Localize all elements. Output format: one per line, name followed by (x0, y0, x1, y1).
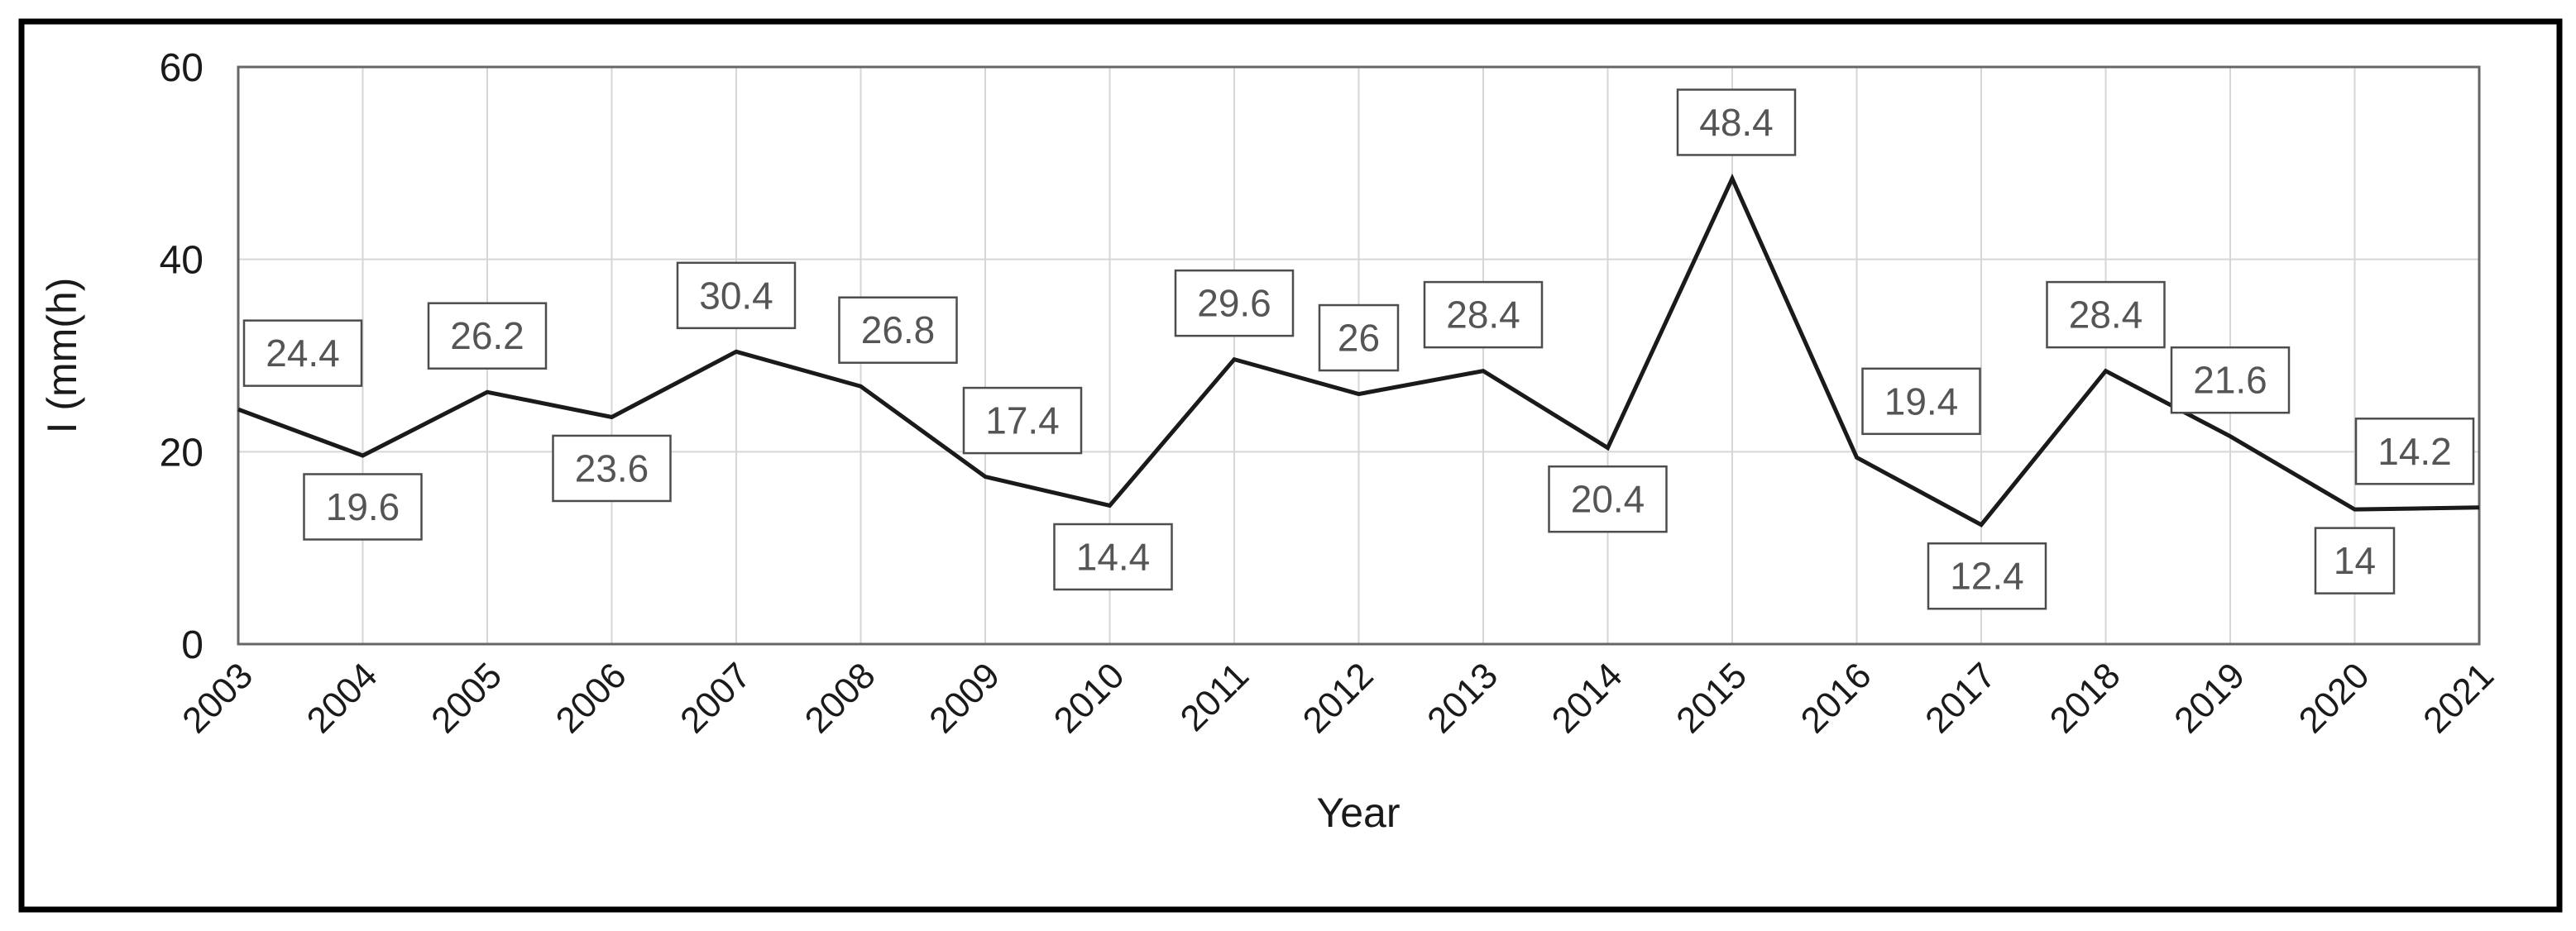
plot-area-border (237, 65, 2481, 646)
x-axis-title: Year (1316, 790, 1400, 836)
data-label-box (2354, 418, 2475, 485)
data-label: 26.2 (427, 302, 548, 370)
data-label-value: 19.6 (326, 485, 400, 528)
data-label-value: 14 (2334, 539, 2376, 582)
data-label-value: 26.2 (450, 314, 524, 357)
data-label-boxes: 24.4 19.6 26.2 23.6 30.4 26.8 17.4 14.4 29.6 26 28… (242, 88, 2475, 610)
data-label: 19.4 (1861, 367, 1981, 436)
data-label-box (838, 296, 958, 364)
data-label: 28.4 (1423, 280, 1544, 349)
data-label: 30.4 (676, 261, 797, 330)
data-label: 24.4 (242, 319, 363, 387)
data-label-box (1548, 465, 1668, 533)
y-tick-label: 0 (181, 623, 203, 667)
data-label-value: 30.4 (699, 274, 773, 317)
data-label-value: 14.4 (1076, 535, 1151, 578)
data-label: 14 (2314, 527, 2396, 594)
data-label-value: 28.4 (1446, 294, 1520, 337)
data-label-value: 29.6 (1197, 282, 1271, 325)
data-label: 48.4 (1676, 88, 1797, 156)
data-label: 14.4 (1053, 523, 1173, 591)
data-label: 17.4 (962, 386, 1083, 455)
data-label: 20.4 (1548, 465, 1668, 533)
data-label-box (1318, 303, 1400, 372)
data-label-box (1053, 523, 1173, 591)
data-label-box (242, 319, 363, 387)
data-label: 21.6 (2170, 346, 2291, 414)
data-label-box (1423, 280, 1544, 349)
data-label-box (1927, 542, 2047, 610)
data-label: 12.4 (1927, 542, 2047, 610)
y-tick-label: 40 (160, 239, 203, 283)
data-label: 29.6 (1174, 269, 1295, 337)
data-label-box (1861, 367, 1981, 436)
data-label-value: 21.6 (2193, 359, 2267, 402)
data-label: 14.2 (2354, 418, 2475, 485)
data-label-box (1676, 88, 1797, 156)
data-label-value: 48.4 (1699, 101, 1774, 144)
data-label-value: 24.4 (266, 332, 340, 375)
data-label-value: 19.4 (1884, 380, 1959, 423)
data-label-value: 14.2 (2377, 430, 2452, 473)
data-label: 19.6 (303, 473, 423, 541)
data-label-value: 28.4 (2069, 294, 2143, 337)
data-label-box (1174, 269, 1295, 337)
data-label-box (962, 386, 1083, 455)
data-label-value: 26.8 (861, 308, 936, 351)
data-label-value: 20.4 (1571, 478, 1645, 521)
data-label-value: 23.6 (575, 446, 649, 489)
data-label-box (676, 261, 797, 330)
data-label: 26.8 (838, 296, 958, 364)
data-label-box (552, 434, 672, 503)
data-label-box (2314, 527, 2396, 594)
outer-frame-border (18, 18, 2563, 913)
data-label: 28.4 (2046, 280, 2166, 349)
y-axis-tick-labels: 0 20 40 60 (160, 46, 203, 667)
y-tick-label: 60 (160, 46, 203, 90)
data-label-box (427, 302, 548, 370)
data-label-value: 26 (1338, 317, 1380, 360)
data-series-line (237, 173, 2480, 528)
data-label-value: 17.4 (985, 399, 1060, 442)
data-label-box (303, 473, 423, 541)
y-tick-label: 20 (160, 431, 203, 475)
data-label: 23.6 (552, 434, 672, 503)
data-label-box (2046, 280, 2166, 349)
y-axis-title: I (mm(h) (39, 278, 85, 434)
data-label: 26 (1318, 303, 1400, 372)
data-label-box (2170, 346, 2291, 414)
data-label-value: 12.4 (1950, 555, 2024, 598)
